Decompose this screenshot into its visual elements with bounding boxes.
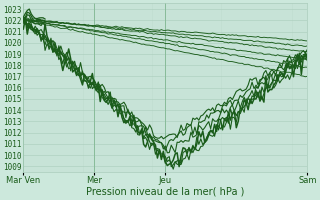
X-axis label: Pression niveau de la mer( hPa ): Pression niveau de la mer( hPa ) <box>86 187 244 197</box>
